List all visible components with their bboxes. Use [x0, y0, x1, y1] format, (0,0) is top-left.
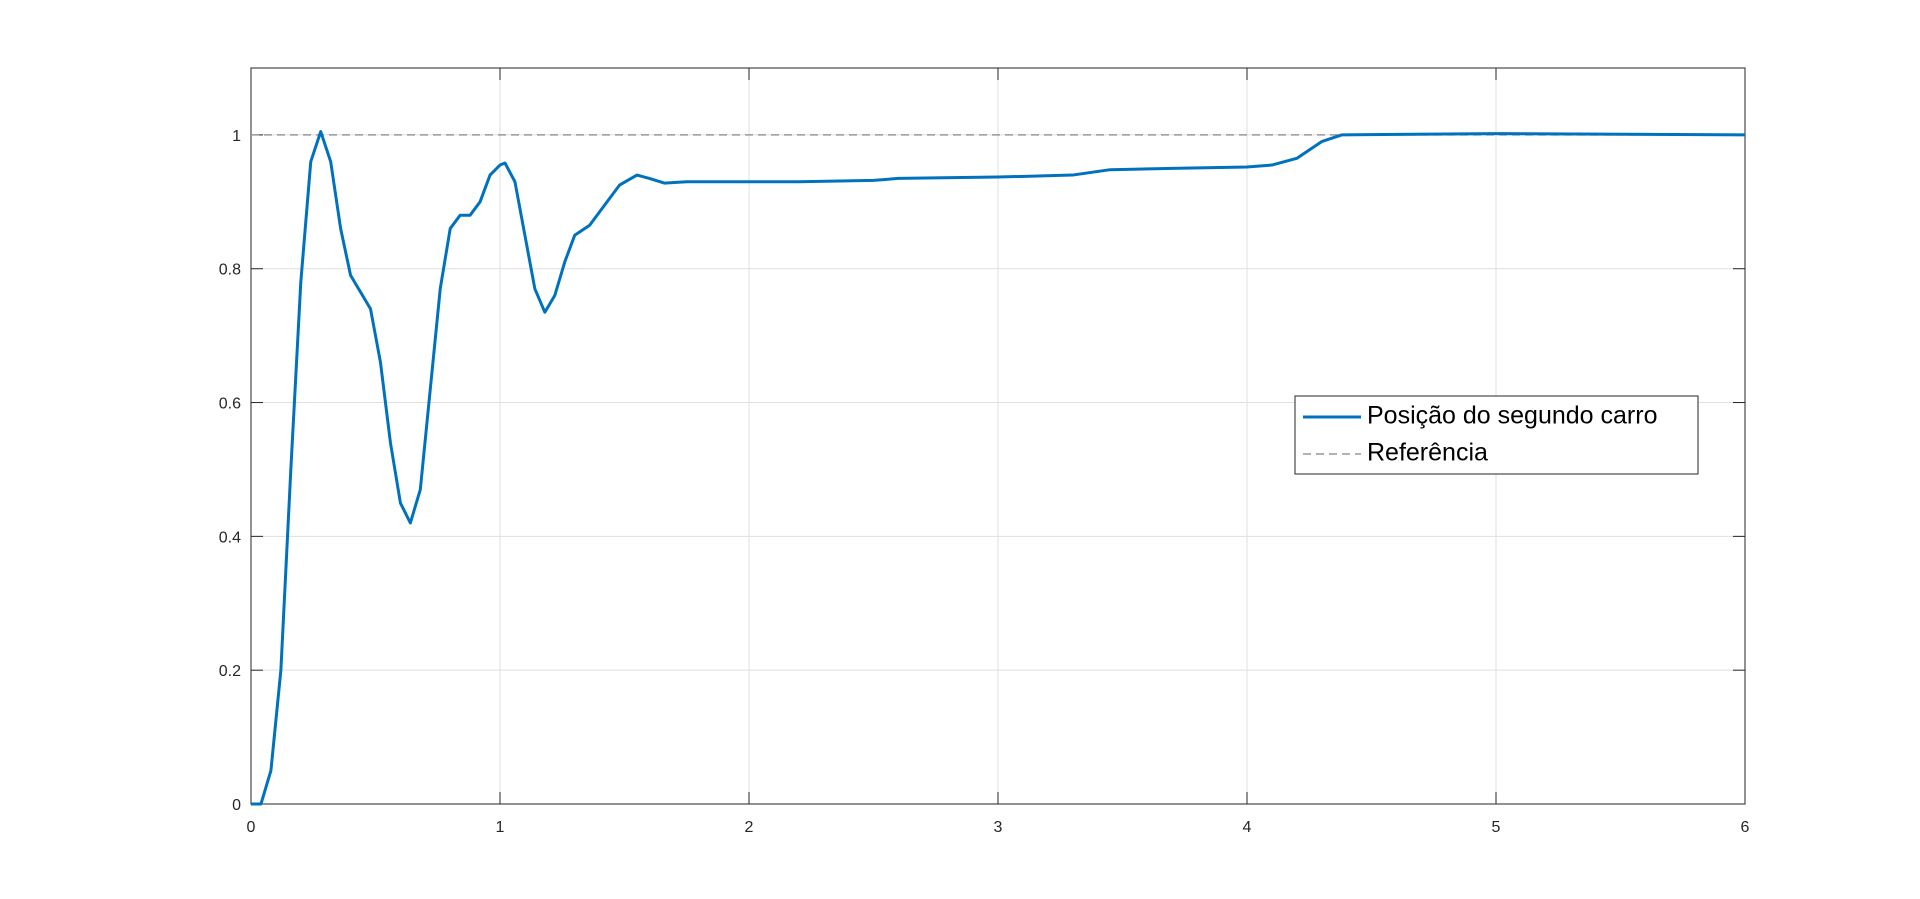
axes-box [250, 67, 1746, 805]
legend-label: Posição do segundo carro [1367, 402, 1657, 430]
y-tick-label: 0.8 [219, 262, 241, 279]
legend-label: Referência [1367, 439, 1488, 467]
x-tick-label: 2 [745, 819, 754, 836]
x-tick-label: 4 [1243, 819, 1252, 836]
x-tick-label: 1 [496, 819, 505, 836]
legend-box [1294, 395, 1699, 475]
y-tick-label: 0 [232, 797, 241, 814]
x-tick-label: 5 [1492, 819, 1501, 836]
y-tick-label: 1 [232, 128, 241, 145]
y-tick-label: 0.2 [219, 663, 241, 680]
y-tick-label: 0.6 [219, 396, 241, 413]
y-tick-label: 0.4 [219, 529, 241, 546]
series-line [251, 130, 1746, 806]
x-tick-label: 3 [994, 819, 1003, 836]
x-tick-label: 6 [1741, 819, 1750, 836]
x-tick-label: 0 [247, 819, 256, 836]
